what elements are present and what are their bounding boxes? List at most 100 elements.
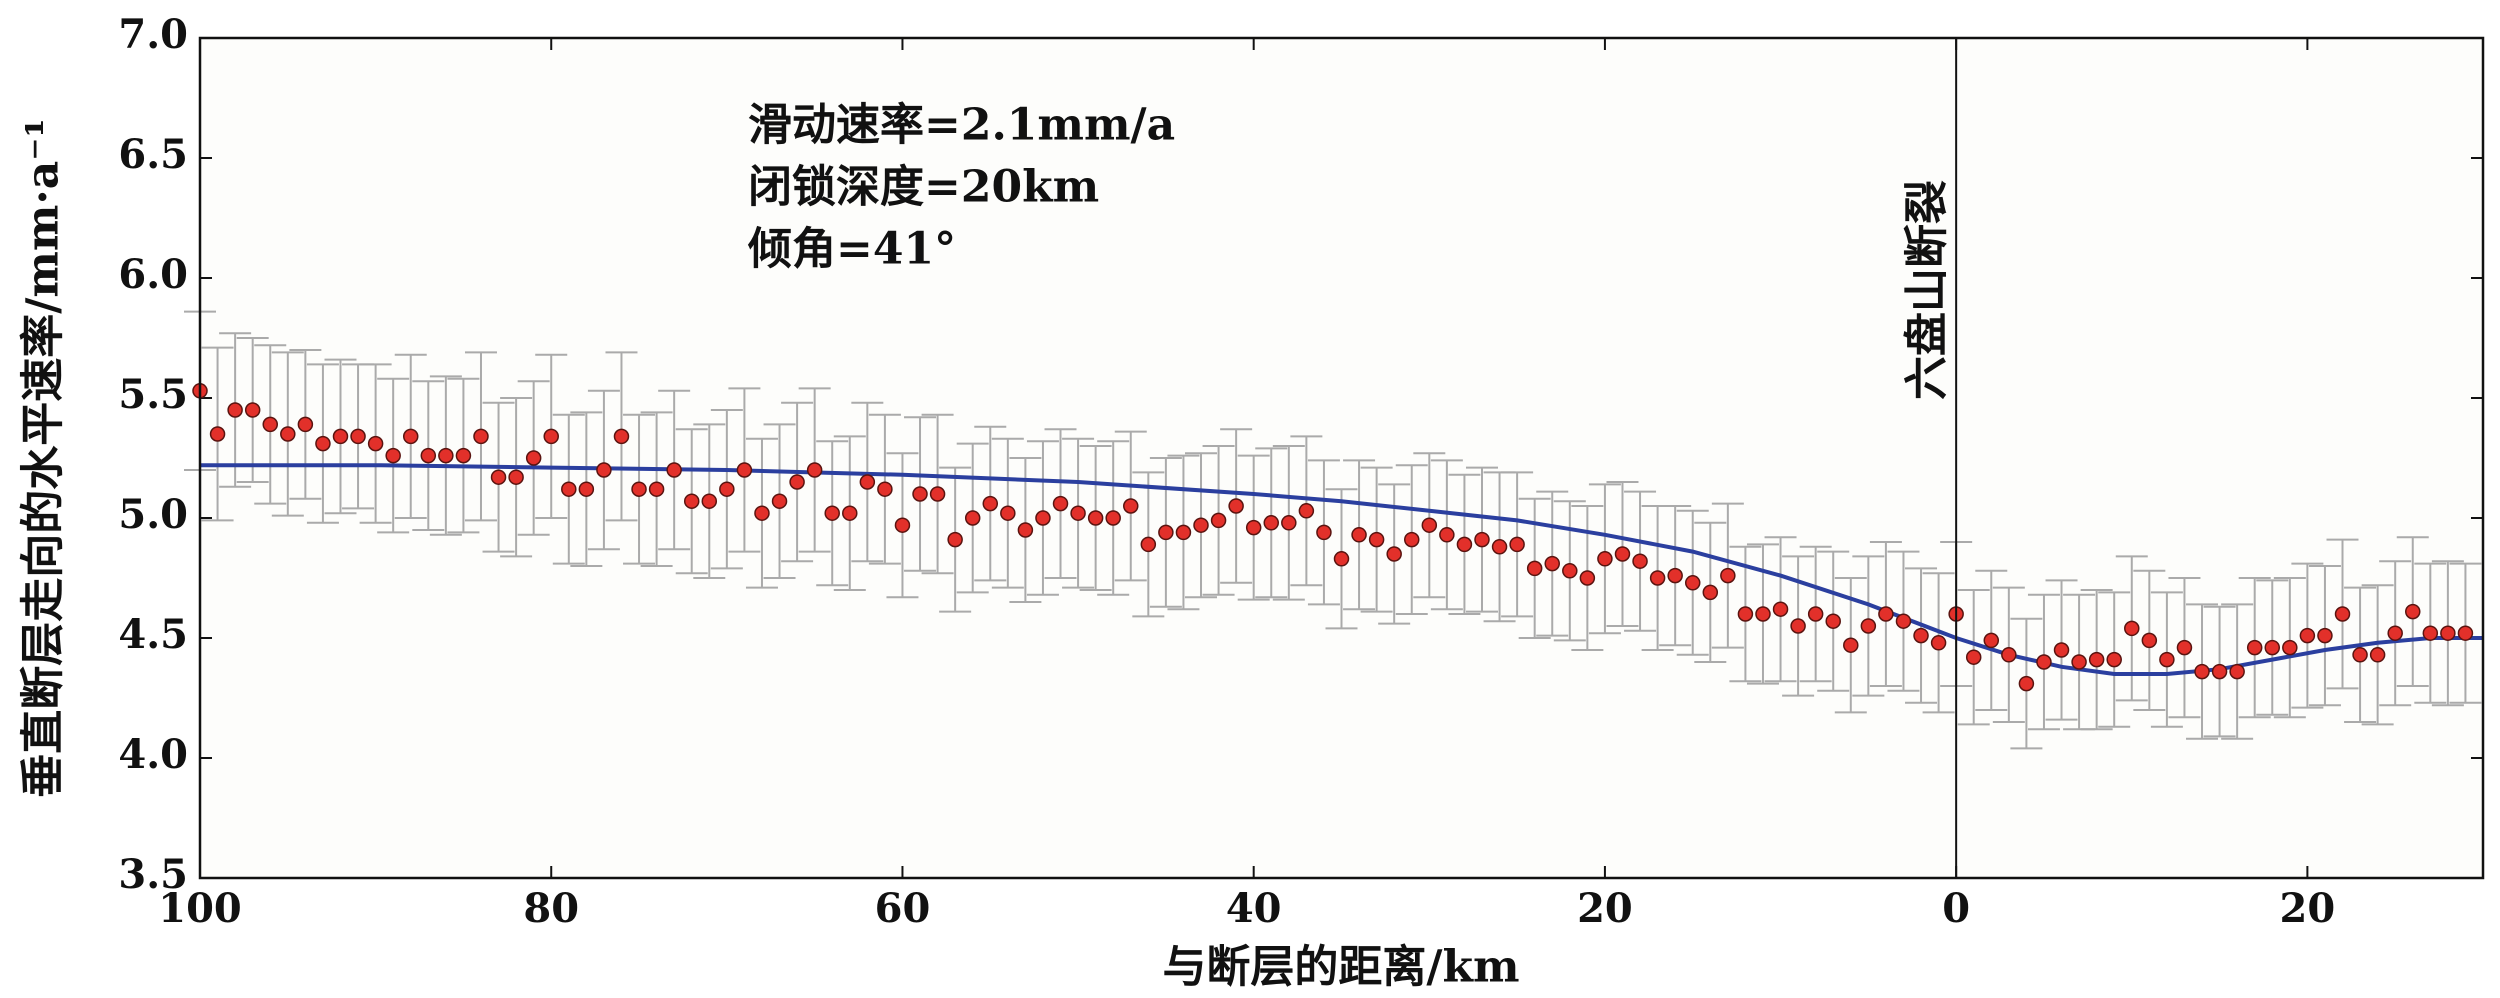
data-point <box>1965 649 1982 665</box>
data-point <box>1263 515 1280 531</box>
data-point <box>947 531 963 548</box>
data-point <box>1456 536 1473 553</box>
data-point <box>1491 539 1508 555</box>
data-point <box>1421 517 1438 533</box>
data-point <box>912 486 928 502</box>
data-point <box>2194 663 2210 680</box>
data-point <box>1368 531 1385 548</box>
data-point <box>1158 524 1174 541</box>
data-point <box>2141 632 2158 649</box>
data-point <box>1351 527 1367 543</box>
data-point <box>2387 625 2403 641</box>
data-point <box>350 428 366 445</box>
data-point <box>1000 505 1016 521</box>
data-point <box>2071 654 2087 670</box>
data-point <box>2159 651 2175 668</box>
data-point <box>1544 555 1560 572</box>
data-point <box>1439 527 1455 543</box>
data-point <box>561 481 577 497</box>
data-point <box>1474 531 1490 548</box>
data-point <box>1579 570 1596 586</box>
data-point <box>1403 531 1420 548</box>
data-point <box>1825 613 1841 629</box>
data-point <box>2211 663 2228 680</box>
data-point <box>402 428 419 445</box>
plot-area <box>200 38 2483 878</box>
data-point <box>315 435 331 452</box>
data-point <box>754 505 770 521</box>
y-tick-label: 4.0 <box>118 731 188 778</box>
data-point <box>2246 639 2263 656</box>
y-tick-label: 7.0 <box>118 11 188 58</box>
data-point <box>2088 651 2105 668</box>
data-point <box>877 481 893 497</box>
data-point <box>859 474 876 490</box>
data-point <box>982 495 999 512</box>
data-point <box>771 493 788 509</box>
data-point <box>2001 647 2017 663</box>
data-point <box>1281 515 1297 531</box>
data-point <box>1790 618 1806 634</box>
data-point <box>666 462 682 478</box>
data-point <box>631 481 647 497</box>
fault-label: 六盘山断裂 <box>1902 180 1953 400</box>
y-tick-label: 5.5 <box>118 371 188 418</box>
data-point <box>578 481 595 497</box>
data-point <box>683 493 700 509</box>
data-point <box>824 505 840 521</box>
x-tick-label: 0 <box>1942 885 1970 932</box>
data-point <box>2036 654 2052 670</box>
data-point <box>1386 546 1402 562</box>
data-point <box>1913 627 1929 644</box>
data-point <box>438 447 454 464</box>
data-point <box>209 426 226 442</box>
data-point <box>1123 498 1139 514</box>
data-point <box>1983 632 2000 649</box>
data-point <box>385 447 401 464</box>
data-point <box>2018 675 2035 692</box>
data-point <box>964 510 981 526</box>
data-point <box>1193 517 1209 533</box>
data-point <box>789 474 805 490</box>
x-axis-label: 与断层的距离/km <box>1162 942 1519 993</box>
data-point <box>2176 639 2193 656</box>
y-tick-label: 3.5 <box>118 851 188 898</box>
annotation: 闭锁深度=20km <box>748 162 1099 213</box>
data-point <box>806 462 823 478</box>
data-point <box>596 462 612 478</box>
data-point <box>1105 510 1121 526</box>
data-point <box>1175 524 1192 541</box>
data-point <box>701 493 718 509</box>
data-point <box>1070 505 1086 521</box>
data-point <box>227 402 243 418</box>
x-tick-label: 40 <box>1226 885 1282 932</box>
data-point <box>1878 606 1894 622</box>
annotation: 滑动速率=2.1mm/a <box>748 100 1175 151</box>
data-point <box>1772 601 1789 617</box>
data-point <box>719 481 735 497</box>
data-point <box>420 447 437 464</box>
data-point <box>1509 536 1525 553</box>
data-point <box>1298 503 1315 519</box>
data-point <box>1052 495 1069 512</box>
y-tick-label: 5.0 <box>118 491 188 538</box>
data-point <box>297 416 314 433</box>
data-point <box>1526 560 1543 577</box>
data-point <box>1702 584 1719 601</box>
y-tick-label: 6.0 <box>118 251 188 298</box>
data-point <box>894 517 911 533</box>
data-point <box>1667 567 1683 584</box>
data-point <box>648 481 665 497</box>
data-point <box>473 428 489 445</box>
data-point <box>1807 606 1824 622</box>
data-point <box>1087 510 1104 526</box>
data-point <box>1649 570 1666 586</box>
y-tick-label: 4.5 <box>118 611 188 658</box>
data-point <box>613 428 630 445</box>
data-point <box>1597 551 1613 567</box>
data-point <box>842 505 858 521</box>
data-point <box>2053 642 2070 658</box>
x-tick-label: 20 <box>2280 885 2336 932</box>
data-point <box>1737 606 1754 622</box>
